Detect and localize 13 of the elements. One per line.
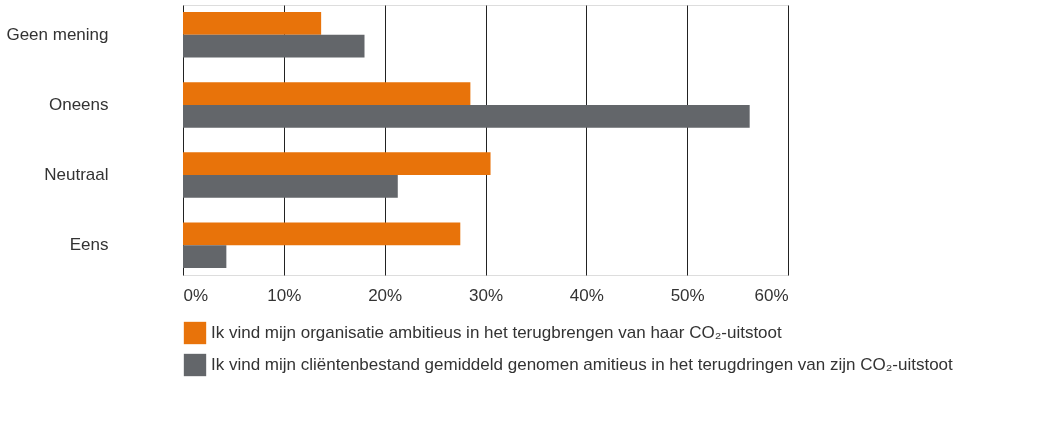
y-tick-label: Neutraal [44, 165, 109, 185]
y-tick-label: Oneens [48, 94, 109, 114]
legend-label: Ik vind mijn organisatie ambitieus in het terugbrengen van haar CO₂-uitstoot [211, 323, 783, 342]
x-tick-label: 10% [267, 285, 302, 305]
y-tick-label: Eens [69, 235, 109, 255]
x-tick-label: 50% [670, 285, 705, 305]
legend-label: Ik vind mijn cliëntenbestand gemiddeld genomen amitieus in het terugdringen van zijn CO₂-uitstoot [211, 355, 954, 374]
x-tick-label: 20% [368, 285, 403, 305]
y-tick-label: Geen mening [6, 24, 109, 44]
x-tick-label: 60% [754, 285, 789, 305]
x-tick-label: 40% [569, 285, 604, 305]
x-tick-label: 30% [468, 285, 504, 305]
x-tick-label: 0% [183, 285, 209, 305]
